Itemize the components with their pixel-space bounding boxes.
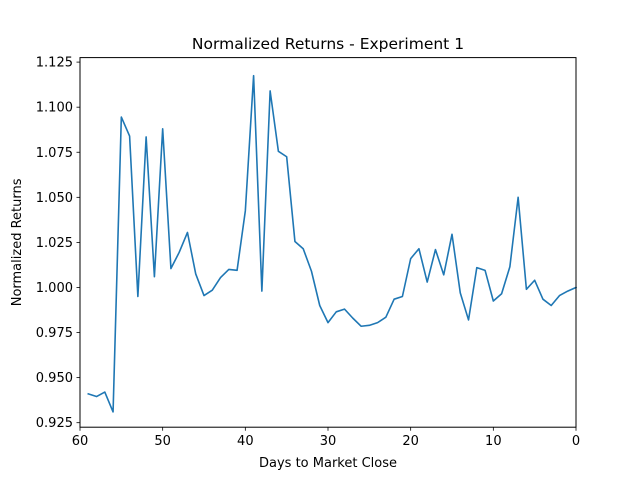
data-point [335,311,337,313]
y-tick-label: 1.100 [36,101,73,116]
y-tick-label: 0.975 [36,326,73,341]
data-point [459,292,461,294]
axes-frame [79,57,577,428]
data-point [426,281,428,283]
data-point [195,273,197,275]
data-point [410,258,412,260]
data-point [484,270,486,272]
data-point [261,290,263,292]
data-point [311,270,313,272]
data-point [550,305,552,307]
data-point [178,252,180,254]
data-point [377,322,379,324]
y-tick-label: 1.075 [36,146,73,161]
x-tick-label: 40 [237,434,254,449]
chart-title: Normalized Returns - Experiment 1 [192,35,464,53]
data-point [385,316,387,318]
data-point [269,90,271,92]
data-point [344,308,346,310]
y-tick-label: 1.125 [36,56,73,71]
data-point [369,325,371,327]
x-tick-label: 0 [572,434,580,449]
y-tick-label: 0.950 [36,371,73,386]
data-point [245,210,247,212]
data-point [137,296,139,298]
data-point [402,296,404,298]
data-point [468,319,470,321]
data-point [567,290,569,292]
data-point [278,151,280,153]
y-tick-label: 0.925 [36,416,73,431]
data-point [112,411,114,413]
data-point [526,288,528,290]
data-point [154,276,156,278]
data-point [96,396,98,398]
data-point [360,325,362,327]
x-tick-label: 20 [402,434,419,449]
x-axis-title: Days to Market Close [259,456,397,471]
data-point [509,266,511,268]
data-point [170,268,172,270]
data-point [162,128,164,130]
data-point [327,322,329,324]
y-tick-label: 1.000 [36,281,73,296]
data-point [476,267,478,269]
x-tick-label: 10 [485,434,502,449]
data-point [104,391,106,393]
data-point [451,233,453,235]
data-point [187,232,189,234]
data-point [211,289,213,291]
data-point [542,298,544,300]
data-point [228,269,230,271]
data-point [302,248,304,250]
data-point [435,249,437,251]
data-point [443,274,445,276]
data-point [220,277,222,279]
data-point [517,197,519,199]
data-point [393,298,395,300]
data-point [534,279,536,281]
axis-ticks: 60 50 40 30 20 10 0 0.925 0.950 0.975 1.000 1.025 1.… [36,56,580,450]
data-point [236,270,238,272]
data-point [253,75,255,77]
x-tick-label: 50 [154,434,171,449]
x-tick-label: 60 [72,434,89,449]
data-point [493,300,495,302]
series-line [87,74,578,413]
data-point [129,135,131,137]
data-point [294,241,296,243]
data-point [418,248,420,250]
data-point [145,136,147,138]
plot-area [87,74,578,413]
data-point [286,156,288,158]
data-point [501,293,503,295]
data-point [352,317,354,319]
data-point [559,295,561,297]
data-point [121,116,123,118]
data-point [87,393,89,395]
y-tick-label: 1.050 [36,191,73,206]
data-point [203,295,205,297]
y-axis-title: Normalized Returns [10,178,25,306]
data-point [319,305,321,307]
y-tick-label: 1.025 [36,236,73,251]
x-tick-label: 30 [320,434,337,449]
